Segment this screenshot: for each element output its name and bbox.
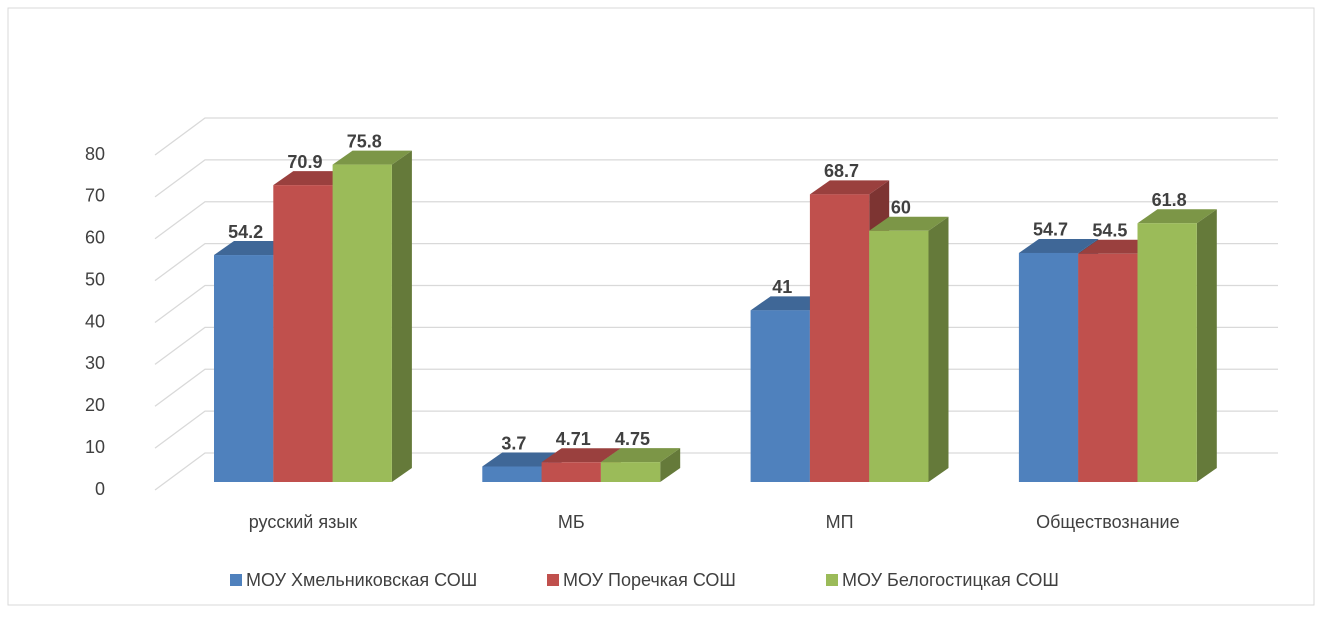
data-label: 61.8 [1152, 190, 1187, 210]
bar-top [869, 216, 949, 231]
data-label: 54.2 [228, 222, 263, 242]
data-label: 4.71 [556, 429, 591, 449]
bar-top [809, 180, 890, 195]
bar-side [928, 216, 949, 482]
legend-swatch [230, 574, 242, 586]
x-tick-label: МБ [558, 512, 585, 532]
y-tick-label: 20 [85, 395, 105, 415]
bar [1018, 252, 1079, 482]
legend-label: МОУ Белогостицкая СОШ [842, 570, 1059, 590]
bar [482, 466, 542, 482]
bar [214, 255, 274, 482]
data-label: 60 [891, 198, 911, 218]
bar-side [1196, 209, 1217, 482]
legend-swatch [547, 574, 559, 586]
y-tick-label: 10 [85, 437, 105, 457]
bar [809, 194, 870, 482]
data-label: 3.7 [501, 433, 526, 453]
bar [869, 230, 929, 482]
y-tick-label: 40 [85, 311, 105, 331]
bar-top [541, 448, 621, 463]
grid-line [154, 117, 1278, 156]
data-label: 54.5 [1092, 221, 1127, 241]
data-label: 4.75 [615, 429, 650, 449]
bar [332, 164, 392, 482]
legend-swatch [826, 574, 838, 586]
data-label: 54.7 [1033, 220, 1068, 240]
y-tick-label: 30 [85, 353, 105, 373]
bar-side [660, 448, 681, 482]
bar [1078, 253, 1138, 482]
bar [750, 310, 810, 482]
y-tick-label: 80 [85, 144, 105, 164]
bar-side [391, 150, 412, 482]
bar [600, 462, 661, 482]
x-tick-label: МП [826, 512, 854, 532]
grid-line [154, 201, 1278, 240]
grid-line [154, 159, 1278, 198]
y-tick-label: 50 [85, 269, 105, 289]
data-label: 68.7 [824, 161, 859, 181]
y-tick-label: 0 [95, 479, 105, 499]
data-label: 70.9 [287, 152, 322, 172]
y-tick-label: 60 [85, 228, 105, 248]
x-tick-label: Обществознание [1036, 512, 1180, 532]
bar-top [332, 150, 412, 165]
legend-label: МОУ Хмельниковская СОШ [246, 570, 477, 590]
bar [1137, 223, 1197, 482]
y-tick-label: 70 [85, 186, 105, 206]
bar [541, 462, 601, 482]
data-label: 41 [772, 277, 792, 297]
bar-top [1018, 238, 1099, 253]
bar [273, 185, 333, 482]
x-tick-label: русский язык [249, 512, 358, 532]
legend-label: МОУ Поречкая СОШ [563, 570, 736, 590]
data-label: 75.8 [347, 131, 382, 151]
bar-top [600, 448, 681, 463]
bar-top [1137, 209, 1217, 224]
